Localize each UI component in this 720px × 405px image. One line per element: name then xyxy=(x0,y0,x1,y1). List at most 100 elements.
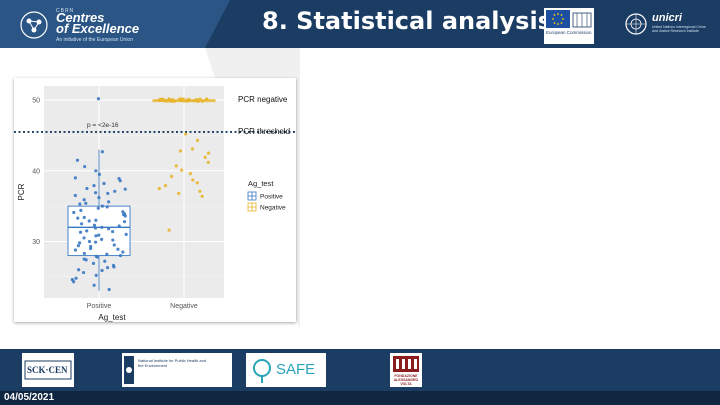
data-point-positive xyxy=(77,268,81,272)
data-point-positive xyxy=(100,225,104,229)
unicri-description: United Nations Interregional Crime and J… xyxy=(652,25,706,33)
data-point-negative xyxy=(180,98,184,102)
data-point-positive xyxy=(117,176,121,181)
legend-title: Ag_test xyxy=(248,179,274,188)
unicri-logo: unicri United Nations Interregional Crim… xyxy=(624,10,710,40)
data-point-negative xyxy=(164,99,168,103)
data-point-negative xyxy=(203,155,207,159)
data-point-positive xyxy=(75,158,80,162)
chart-panel: 30 40 50 Positive Negative p = <2e-16 PCR A… xyxy=(14,78,296,322)
data-point-positive xyxy=(82,198,86,202)
data-point-negative xyxy=(174,164,178,168)
data-point-negative xyxy=(206,160,210,164)
partner-logo-rivm: National Institute for Public Health and… xyxy=(122,353,232,387)
data-point-positive xyxy=(78,241,82,245)
data-point-negative xyxy=(157,186,161,191)
legend-entry: Negative xyxy=(260,205,286,212)
plot-background xyxy=(44,86,224,298)
data-point-negative xyxy=(204,97,209,101)
partner-name-sck-cen: SCK·CEN xyxy=(27,365,68,375)
data-point-negative xyxy=(178,149,183,153)
data-point-negative xyxy=(167,97,171,101)
data-point-positive xyxy=(94,191,98,195)
data-point-negative xyxy=(206,151,211,155)
y-tick-label: 50 xyxy=(32,98,40,105)
partner-name-volta: FONDAZIONE ALESSANDRO VOLTA xyxy=(393,374,419,386)
building-icon xyxy=(572,12,592,28)
data-point-positive xyxy=(83,164,87,169)
data-point-positive xyxy=(78,230,83,234)
data-point-positive xyxy=(111,229,115,234)
data-point-positive xyxy=(81,270,86,275)
data-point-positive xyxy=(122,220,127,224)
eu-commission-logo: European Commission xyxy=(544,8,594,44)
data-point-negative xyxy=(160,97,165,101)
data-point-positive xyxy=(107,200,111,204)
data-point-positive xyxy=(94,254,98,258)
y-axis-label: PCR xyxy=(17,183,26,200)
data-point-negative xyxy=(170,174,174,179)
boxplots xyxy=(67,97,216,291)
brand-small-text: CBRN xyxy=(56,8,75,14)
data-point-positive xyxy=(107,227,111,231)
x-axis-ticks: Positive Negative xyxy=(87,303,198,310)
data-point-positive xyxy=(107,287,111,292)
data-point-positive xyxy=(116,247,120,251)
eu-flag-icon xyxy=(546,10,570,28)
data-point-positive xyxy=(72,210,76,215)
data-point-negative xyxy=(171,97,175,102)
data-point-negative xyxy=(190,147,195,151)
data-point-positive xyxy=(84,201,88,205)
data-point-positive xyxy=(92,283,96,287)
legend: Ag_test Positive Negative xyxy=(247,179,286,212)
data-point-positive xyxy=(96,97,101,101)
data-point-positive xyxy=(121,250,125,254)
data-point-positive xyxy=(82,236,86,240)
partner-name-rivm: National Institute for Public Health and… xyxy=(138,358,207,368)
brand-line-2: of Excellence xyxy=(56,21,140,36)
boxplot-chart: 30 40 50 Positive Negative p = <2e-16 PCR A… xyxy=(14,86,296,322)
data-point-positive xyxy=(73,248,78,252)
un-emblem-icon xyxy=(625,13,647,35)
data-point-positive xyxy=(118,254,123,258)
partner-logo-sck-cen: SCK·CEN xyxy=(22,353,74,387)
data-point-negative xyxy=(167,228,171,232)
data-point-positive xyxy=(85,186,89,191)
partner-logo-safe: SAFE xyxy=(246,353,326,387)
data-point-positive xyxy=(85,229,89,233)
data-point-negative xyxy=(200,194,204,198)
data-point-positive xyxy=(97,233,101,237)
brand-line-1: Centres xyxy=(56,10,105,25)
eu-logo-text: European Commission xyxy=(546,30,592,35)
data-point-positive xyxy=(105,252,109,256)
data-point-positive xyxy=(79,222,84,226)
data-point-negative xyxy=(195,138,200,143)
data-point-positive xyxy=(97,172,101,176)
data-point-negative xyxy=(195,98,200,102)
pcr-threshold-label: PCR threshold xyxy=(238,126,291,136)
data-point-positive xyxy=(74,276,78,280)
data-point-positive xyxy=(102,181,106,186)
data-point-negative xyxy=(192,99,196,103)
data-point-positive xyxy=(96,206,100,210)
brand-tagline: An initiative of the European Union xyxy=(56,37,133,43)
date-bar xyxy=(0,391,720,405)
partner-logo-volta: FONDAZIONE ALESSANDRO VOLTA xyxy=(390,353,422,387)
cbrn-logo: CBRN Centres of Excellence An initiative… xyxy=(14,6,164,44)
data-point-positive xyxy=(121,210,125,214)
data-point-positive xyxy=(112,243,116,247)
y-tick-label: 40 xyxy=(32,168,40,175)
data-point-positive xyxy=(105,205,109,209)
data-point-positive xyxy=(94,234,98,238)
data-point-positive xyxy=(113,189,117,193)
box-positive xyxy=(67,205,131,257)
data-point-positive xyxy=(105,266,110,270)
data-point-positive xyxy=(117,224,121,228)
data-point-negative xyxy=(191,178,195,182)
header-band xyxy=(0,0,720,48)
data-point-positive xyxy=(87,239,92,244)
data-point-positive xyxy=(76,244,80,248)
data-point-negative xyxy=(198,97,202,101)
data-point-negative xyxy=(187,98,191,102)
x-axis-label: Ag_test xyxy=(98,313,126,322)
